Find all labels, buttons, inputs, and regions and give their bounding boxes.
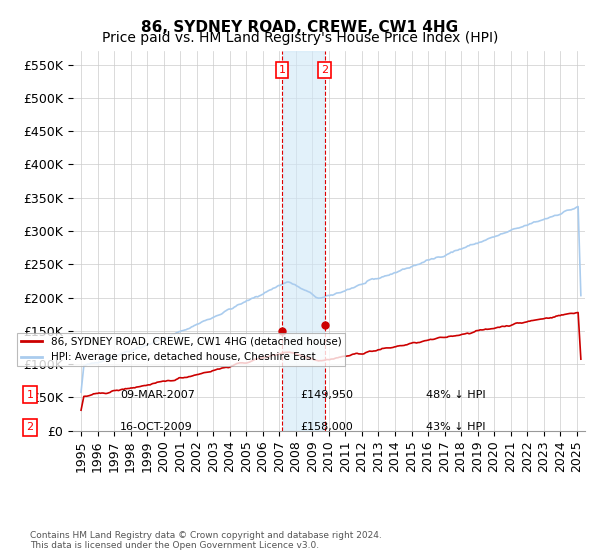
Text: £149,950: £149,950 [300,390,353,400]
Text: 43% ↓ HPI: 43% ↓ HPI [426,422,485,432]
Text: 48% ↓ HPI: 48% ↓ HPI [426,390,485,400]
Text: Price paid vs. HM Land Registry's House Price Index (HPI): Price paid vs. HM Land Registry's House … [102,31,498,45]
Text: 86, SYDNEY ROAD, CREWE, CW1 4HG: 86, SYDNEY ROAD, CREWE, CW1 4HG [142,20,458,35]
Text: £158,000: £158,000 [300,422,353,432]
Text: 09-MAR-2007: 09-MAR-2007 [120,390,195,400]
Text: Contains HM Land Registry data © Crown copyright and database right 2024.
This d: Contains HM Land Registry data © Crown c… [30,530,382,550]
Text: 2: 2 [26,422,34,432]
Text: 1: 1 [278,65,286,75]
Text: 1: 1 [26,390,34,400]
Legend: 86, SYDNEY ROAD, CREWE, CW1 4HG (detached house), HPI: Average price, detached h: 86, SYDNEY ROAD, CREWE, CW1 4HG (detache… [17,333,346,366]
Text: 2: 2 [321,65,328,75]
Text: 16-OCT-2009: 16-OCT-2009 [120,422,193,432]
